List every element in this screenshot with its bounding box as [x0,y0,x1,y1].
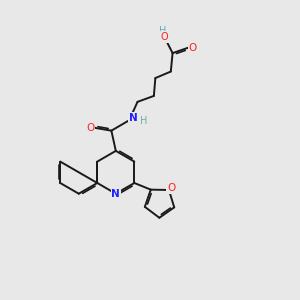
Text: O: O [188,43,196,53]
Text: O: O [86,123,94,133]
Text: H: H [140,116,147,127]
Text: N: N [129,113,138,123]
Text: O: O [167,184,176,194]
Text: O: O [160,32,168,42]
Text: N: N [111,189,120,199]
Text: H: H [159,26,166,36]
